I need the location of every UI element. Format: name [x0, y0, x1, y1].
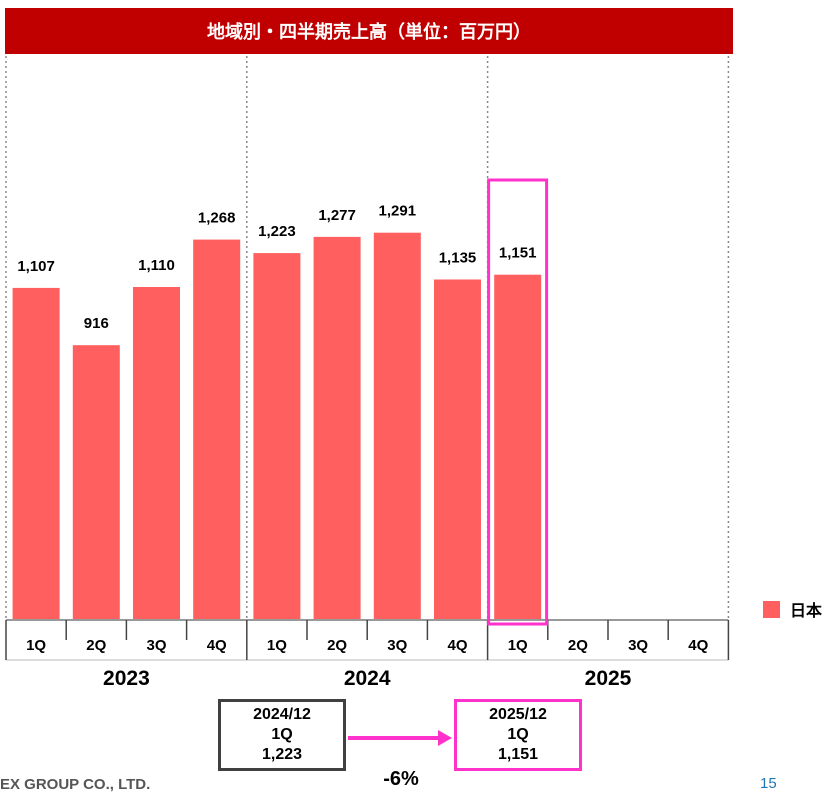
year-label: 2024	[344, 667, 391, 690]
data-label: 1,107	[17, 258, 55, 275]
tick-label: 3Q	[387, 637, 407, 654]
tick-label: 3Q	[146, 637, 166, 654]
legend: 日本	[763, 597, 822, 621]
comparison-from-box: 2024/12 1Q 1,223	[218, 699, 346, 771]
tick-label: 4Q	[688, 637, 708, 654]
data-label: 1,135	[439, 250, 477, 267]
legend-swatch	[763, 600, 780, 618]
year-label: 2025	[585, 667, 632, 690]
comparison-from-quarter: 1Q	[271, 726, 293, 743]
tick-label: 1Q	[267, 637, 287, 654]
tick-label: 4Q	[447, 637, 467, 654]
tick-label: 4Q	[207, 637, 227, 654]
comparison-to-quarter: 1Q	[507, 726, 529, 743]
data-label: 1,110	[138, 257, 175, 274]
data-label: 916	[84, 315, 109, 332]
bar	[253, 253, 301, 620]
bar	[373, 232, 421, 620]
legend-label: 日本	[790, 601, 823, 620]
data-label: 1,151	[499, 245, 537, 262]
comparison-from-value: 1,223	[261, 746, 303, 763]
tick-label: 1Q	[508, 637, 528, 654]
data-label: 1,268	[198, 210, 236, 227]
page-number: 15	[760, 775, 777, 792]
tick-label: 1Q	[26, 637, 46, 654]
bar	[72, 345, 120, 620]
data-label: 1,291	[379, 203, 417, 220]
comparison-to-period: 2025/12	[489, 706, 547, 723]
comparison-from-period: 2024/12	[253, 706, 311, 723]
bar	[434, 279, 481, 620]
chart-title-bar: 地域別・四半期売上高（単位：百万円）	[5, 8, 733, 54]
bar	[133, 287, 180, 620]
tick-label: 2Q	[86, 637, 106, 654]
year-label: 2023	[103, 667, 150, 690]
footer-company: EX GROUP CO., LTD.	[0, 776, 151, 793]
bar-chart: 1,107 916 1,110 1,268 1,223 1,277 1,291 1,135 1,…	[5, 56, 730, 690]
change-percent: -6%	[383, 768, 419, 790]
comparison-to-box: 2025/12 1Q 1,151	[454, 699, 582, 771]
bar	[193, 239, 241, 620]
comparison-to-value: 1,151	[497, 746, 539, 763]
tick-label: 3Q	[628, 637, 648, 654]
bar	[12, 287, 60, 620]
tick-label: 2Q	[327, 637, 347, 654]
chart-title: 地域別・四半期売上高（単位：百万円）	[207, 22, 531, 43]
arrow-head	[438, 730, 452, 746]
tick-label: 2Q	[568, 637, 588, 654]
highlight-box	[487, 178, 549, 626]
data-label: 1,223	[258, 223, 296, 240]
bar	[494, 274, 542, 620]
data-label: 1,277	[318, 207, 356, 224]
bar	[313, 236, 361, 620]
